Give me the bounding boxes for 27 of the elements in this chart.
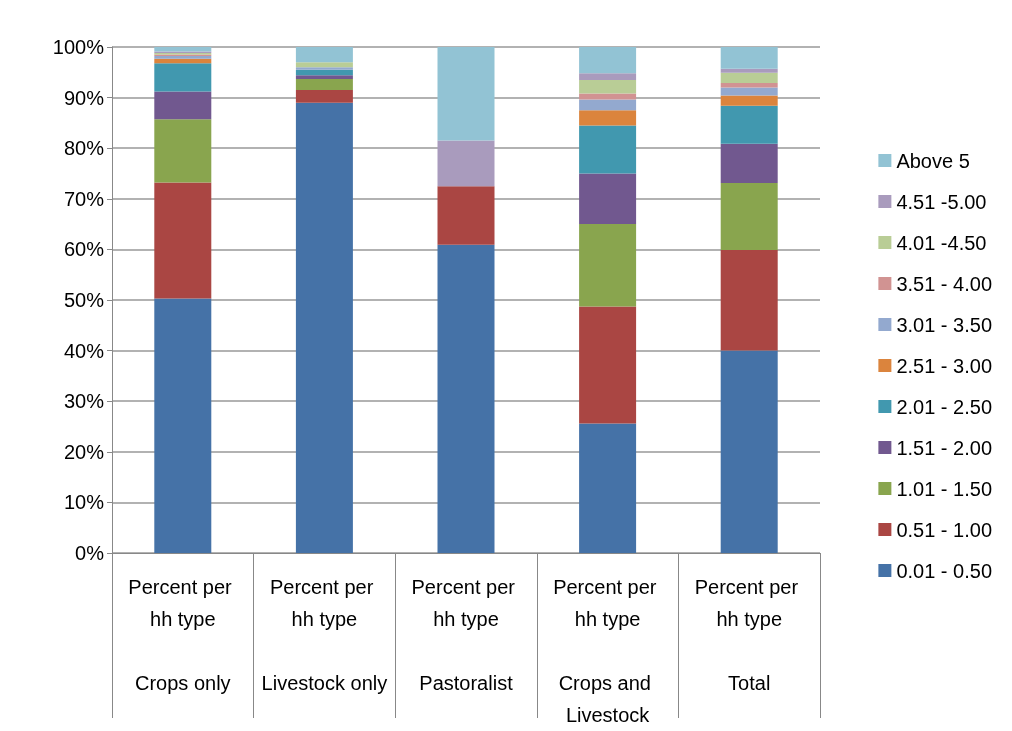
legend-label: 0.01 - 0.50 <box>896 559 992 582</box>
y-tick-label: 10% <box>63 491 105 514</box>
category-label: Percent per hh type Crops only <box>128 576 232 694</box>
legend-label: 2.01 - 2.50 <box>896 395 992 418</box>
y-tick-label: 80% <box>63 137 105 160</box>
category-label: Percent per hh type Livestock only <box>261 576 388 694</box>
y-tick-label: 0% <box>75 542 105 564</box>
y-tick-label: 100% <box>52 36 105 58</box>
y-tick-label: 40% <box>63 339 105 362</box>
legend-label: 3.01 - 3.50 <box>896 313 992 336</box>
legend-label: 4.51 -5.00 <box>896 190 987 213</box>
legend-label: 3.51 - 4.00 <box>896 272 992 295</box>
legend-label: 0.51 - 1.00 <box>896 518 992 541</box>
y-tick-label: 70% <box>63 187 105 210</box>
y-tick-label: 20% <box>63 440 105 463</box>
y-tick-label: 60% <box>63 238 105 261</box>
legend-label: 2.51 - 3.00 <box>896 354 992 377</box>
category-label: Percent per hh type Pastoralist <box>411 576 515 694</box>
y-tick-label: 90% <box>63 86 105 109</box>
legend-label: 1.01 - 1.50 <box>896 477 992 500</box>
legend-label: 1.51 - 2.00 <box>896 436 992 459</box>
category-label: Percent per hh type Total <box>694 576 799 694</box>
legend-label: Above 5 <box>896 149 970 172</box>
y-tick-label: 30% <box>63 390 105 413</box>
legend-label: 4.01 -4.50 <box>896 231 987 254</box>
category-label: Percent per hh type Crops and Livestock <box>553 576 657 726</box>
y-tick-label: 50% <box>63 289 105 311</box>
